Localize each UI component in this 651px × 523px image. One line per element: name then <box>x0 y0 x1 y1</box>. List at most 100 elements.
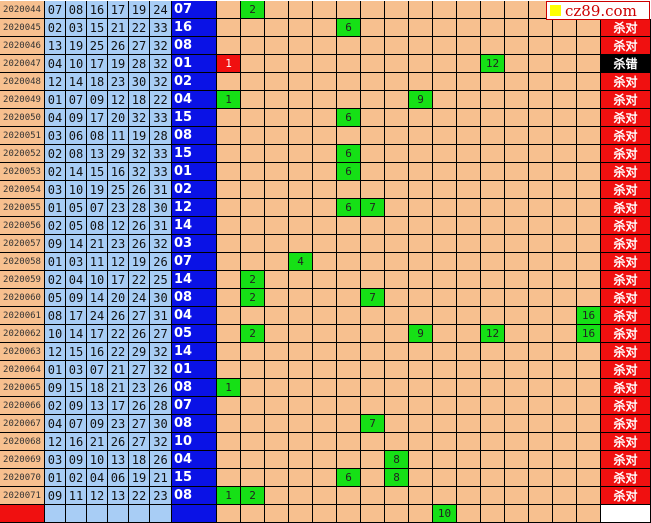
result-cell: 杀对 <box>601 397 651 415</box>
red-ball-cell: 16 <box>66 433 87 451</box>
number-cell <box>313 505 337 523</box>
number-cell <box>265 469 289 487</box>
number-cell <box>553 433 577 451</box>
number-cell <box>553 397 577 415</box>
number-cell <box>241 433 265 451</box>
number-cell <box>337 127 361 145</box>
number-cell <box>577 73 601 91</box>
red-ball-cell: 22 <box>150 91 172 109</box>
number-cell <box>433 199 457 217</box>
red-ball-cell: 13 <box>108 451 129 469</box>
red-ball-cell: 08 <box>45 307 66 325</box>
number-cell <box>433 397 457 415</box>
red-ball-cell: 29 <box>129 343 150 361</box>
red-ball-cell: 03 <box>66 361 87 379</box>
issue-cell: 2020059 <box>0 271 45 289</box>
number-cell <box>289 361 313 379</box>
issue-cell: 2020054 <box>0 181 45 199</box>
number-cell <box>385 325 409 343</box>
number-cell <box>577 145 601 163</box>
number-cell <box>241 343 265 361</box>
number-cell <box>457 469 481 487</box>
number-cell <box>409 163 433 181</box>
red-ball-cell: 13 <box>87 397 108 415</box>
number-cell <box>457 487 481 505</box>
red-ball-cell: 25 <box>150 271 172 289</box>
result-cell: 杀对 <box>601 235 651 253</box>
number-cell <box>289 487 313 505</box>
number-cell <box>409 487 433 505</box>
number-cell <box>409 1 433 19</box>
number-cell <box>505 361 529 379</box>
number-cell <box>529 433 553 451</box>
red-ball-cell: 01 <box>45 91 66 109</box>
number-cell <box>505 55 529 73</box>
number-cell <box>241 253 265 271</box>
number-cell <box>313 55 337 73</box>
number-cell <box>289 109 313 127</box>
number-cell <box>553 19 577 37</box>
red-ball-cell: 04 <box>87 469 108 487</box>
result-cell: 杀对 <box>601 91 651 109</box>
blue-spacer-cell <box>193 397 217 415</box>
number-cell <box>337 433 361 451</box>
number-cell <box>289 433 313 451</box>
number-cell <box>553 379 577 397</box>
number-cell <box>361 1 385 19</box>
number-cell <box>433 253 457 271</box>
number-cell <box>385 109 409 127</box>
number-cell <box>577 433 601 451</box>
number-cell <box>481 73 505 91</box>
number-cell <box>361 307 385 325</box>
number-cell <box>481 1 505 19</box>
red-ball-cell: 18 <box>87 73 108 91</box>
blue-spacer-cell <box>193 289 217 307</box>
number-cell <box>409 253 433 271</box>
red-ball-cell: 30 <box>129 73 150 91</box>
number-cell <box>385 181 409 199</box>
blue-spacer-cell <box>193 451 217 469</box>
number-cell <box>457 253 481 271</box>
red-ball-cell: 24 <box>87 307 108 325</box>
number-cell <box>553 181 577 199</box>
number-cell <box>337 343 361 361</box>
number-cell <box>481 415 505 433</box>
number-cell <box>289 415 313 433</box>
number-cell <box>481 469 505 487</box>
red-ball-cell: 19 <box>129 1 150 19</box>
blue-ball-cell: 15 <box>172 145 194 163</box>
blue-ball-cell: 04 <box>172 451 194 469</box>
number-cell <box>457 199 481 217</box>
number-cell <box>265 1 289 19</box>
red-ball-cell: 16 <box>87 1 108 19</box>
red-ball-cell: 09 <box>66 397 87 415</box>
number-cell <box>577 127 601 145</box>
number-cell <box>457 91 481 109</box>
number-cell <box>481 19 505 37</box>
number-cell <box>409 361 433 379</box>
red-ball-cell: 14 <box>66 163 87 181</box>
result-cell: 杀对 <box>601 73 651 91</box>
result-cell: 杀错 <box>601 55 651 73</box>
blue-spacer-cell <box>193 379 217 397</box>
issue-cell: 2020063 <box>0 343 45 361</box>
red-ball-cell: 06 <box>108 469 129 487</box>
number-cell <box>409 415 433 433</box>
number-cell <box>505 505 529 523</box>
number-cell <box>385 91 409 109</box>
number-cell <box>337 505 361 523</box>
marked-number-cell: 7 <box>361 289 385 307</box>
red-ball-cell: 13 <box>87 145 108 163</box>
number-cell <box>217 451 241 469</box>
number-cell <box>529 91 553 109</box>
number-cell <box>481 253 505 271</box>
number-cell <box>337 91 361 109</box>
number-cell <box>385 343 409 361</box>
number-cell <box>289 505 313 523</box>
red-ball-cell: 26 <box>108 433 129 451</box>
blue-spacer-cell <box>193 469 217 487</box>
logo-text: cz89.com <box>565 1 637 20</box>
number-cell <box>265 361 289 379</box>
red-ball-cell: 28 <box>150 397 172 415</box>
number-cell <box>505 271 529 289</box>
